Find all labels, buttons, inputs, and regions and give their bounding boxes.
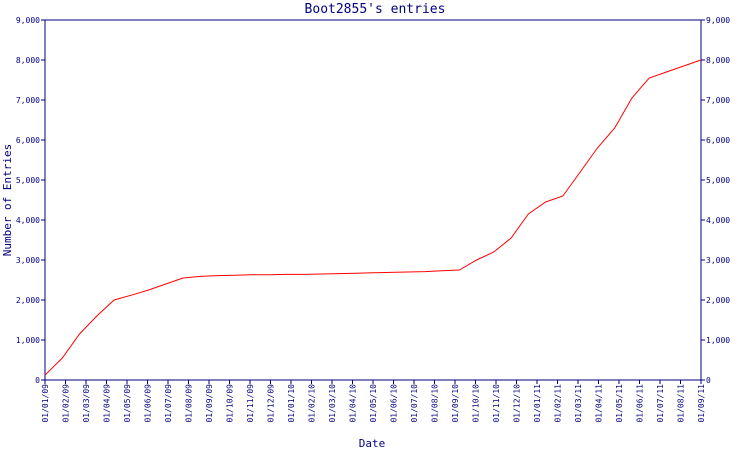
y-tick-label-right: 1,000 [706,336,730,345]
y-tick-label-left: 0 [35,376,40,385]
y-axis-label: Number of Entries [1,144,14,257]
x-tick-label: 01/07/10 [410,384,419,423]
x-tick-label: 01/08/10 [431,384,440,423]
y-tick-label-left: 9,000 [16,16,40,25]
x-tick-label: 01/02/09 [62,384,71,423]
y-tick-label-right: 4,000 [706,216,730,225]
x-tick-label: 01/05/11 [615,384,624,423]
y-tick-label-right: 3,000 [706,256,730,265]
x-tick-label: 01/06/09 [144,384,153,423]
x-axis: 01/01/09 01/02/09 01/03/09 01/04/09 01/05/09… [41,380,706,423]
x-tick-label: 01/11/10 [492,384,501,423]
x-tick-label: 01/12/09 [267,384,276,423]
x-tick-label: 01/06/10 [390,384,399,423]
y-tick-label-right: 9,000 [706,16,730,25]
y-tick-label-right: 0 [706,376,711,385]
y-tick-label-left: 3,000 [16,256,40,265]
y-tick-label-left: 2,000 [16,296,40,305]
y-tick-label-left: 5,000 [16,176,40,185]
x-tick-label: 01/08/09 [185,384,194,423]
x-tick-label: 01/04/09 [103,384,112,423]
y-tick-label-left: 4,000 [16,216,40,225]
x-axis-label: Date [359,437,386,450]
x-tick-label: 01/04/11 [595,384,604,423]
x-tick-label: 01/01/11 [533,384,542,423]
chart-title: Boot2855's entries [305,2,446,17]
y-tick-label-left: 6,000 [16,136,40,145]
x-tick-label: 01/01/10 [287,384,296,423]
x-tick-label: 01/10/10 [472,384,481,423]
x-tick-label: 01/08/11 [677,384,686,423]
x-tick-label: 01/03/09 [82,384,91,423]
x-tick-label: 01/07/09 [164,384,173,423]
y-axis-right: 0 1,000 2,000 3,000 4,000 5,000 6,000 7,000 8,00… [701,16,730,385]
x-tick-label: 01/12/10 [513,384,522,423]
x-tick-label: 01/05/10 [369,384,378,423]
x-tick-label: 01/10/09 [226,384,235,423]
y-axis-left: 0 1,000 2,000 3,000 4,000 5,000 6,000 7,000 8,00… [16,16,45,385]
y-tick-label-right: 2,000 [706,296,730,305]
y-tick-label-right: 8,000 [706,56,730,65]
plot-area [44,19,702,381]
x-tick-label: 01/01/09 [41,384,50,423]
x-tick-label: 01/03/10 [328,384,337,423]
x-tick-label: 01/06/11 [636,384,645,423]
x-tick-label: 01/04/10 [349,384,358,423]
y-tick-label-right: 5,000 [706,176,730,185]
x-tick-label: 01/09/11 [697,384,706,423]
y-tick-label-left: 7,000 [16,96,40,105]
y-tick-label-right: 6,000 [706,136,730,145]
x-tick-label: 01/09/10 [451,384,460,423]
y-tick-label-right: 7,000 [706,96,730,105]
x-tick-label: 01/02/10 [308,384,317,423]
series-line [44,59,702,376]
x-tick-label: 01/07/11 [656,384,665,423]
y-tick-label-left: 8,000 [16,56,40,65]
x-tick-label: 01/05/09 [123,384,132,423]
x-tick-label: 01/11/09 [246,384,255,423]
x-tick-label: 01/02/11 [554,384,563,423]
x-tick-label: 01/03/11 [574,384,583,423]
y-tick-label-left: 1,000 [16,336,40,345]
x-tick-label: 01/09/09 [205,384,214,423]
